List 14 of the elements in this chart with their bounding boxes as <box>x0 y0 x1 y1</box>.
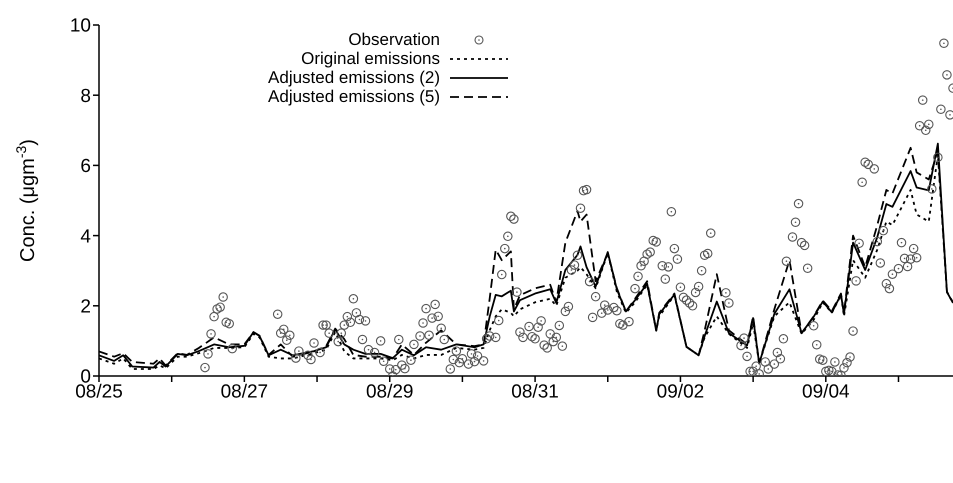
y-tick-label: 6 <box>80 156 91 178</box>
x-tick-label: 09/04 <box>802 381 850 402</box>
x-tick-label: 08/29 <box>366 381 414 402</box>
y-tick-label: 10 <box>70 16 91 37</box>
x-tick-label: 08/31 <box>511 381 559 402</box>
legend-label: Adjusted emissions (5) <box>268 87 440 106</box>
x-tick-label: 08/27 <box>220 381 268 402</box>
x-tick-label: 09/02 <box>656 381 704 402</box>
legend-label: Observation <box>348 30 440 49</box>
legend-label: Original emissions <box>301 49 440 68</box>
y-tick-label: 8 <box>80 86 91 107</box>
y-tick-label: 4 <box>80 226 92 248</box>
y-tick-label: 2 <box>80 296 91 318</box>
legend-label: Adjusted emissions (2) <box>268 68 440 87</box>
